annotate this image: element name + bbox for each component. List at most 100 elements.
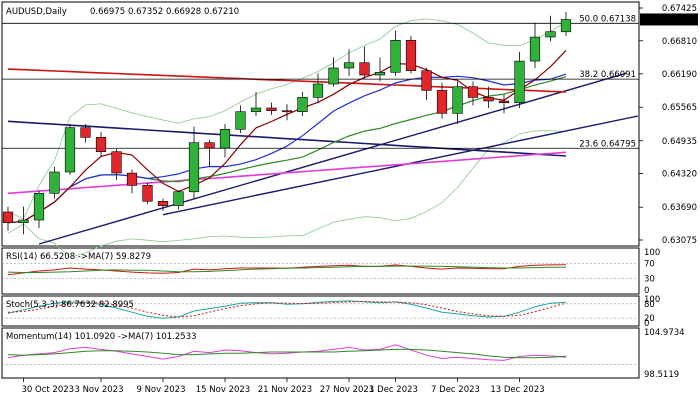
price-tick-label: 0.63690: [662, 203, 697, 213]
rsi-label: RSI(14) 66.5208 ->MA(7) 59.8279: [6, 252, 151, 262]
sma55-line: [7, 151, 567, 195]
sma200-line: [7, 120, 567, 157]
candle-up: [219, 129, 231, 149]
candle-up: [18, 219, 29, 224]
candles: [2, 12, 572, 235]
price-panel-frame: [1, 1, 640, 247]
candle-up: [452, 86, 463, 114]
stoch-label: Stoch(5,3,3) 86.7632 82.8995: [6, 300, 134, 310]
candle-down: [405, 39, 417, 71]
rsi-series-1: [7, 265, 567, 273]
bollinger-lower: [7, 130, 567, 258]
candle-down: [498, 100, 510, 103]
candle-down: [467, 86, 479, 98]
ohlc-low: 0.66928: [166, 7, 201, 17]
candle-up: [374, 72, 386, 76]
trendline-1: [38, 72, 627, 245]
price-axis: 0.67425 0.66810 0.66190 0.65565 0.64935 0.643…: [639, 4, 698, 246]
momentum-panel-frame: [1, 327, 640, 379]
date-axis: 30 Oct 2023 3 Nov 2023 9 Nov 2023 15 Nov 20…: [22, 378, 545, 395]
stoch-series-0: [7, 300, 567, 319]
bollinger-upper: [7, 18, 567, 220]
candle-up: [49, 171, 60, 194]
candle-up: [545, 31, 556, 38]
candle-down: [483, 97, 494, 102]
candle-up: [312, 83, 324, 98]
momentum-label: Momentum(14) 101.0920 ->MA(7) 101.2533: [6, 332, 196, 342]
current-price-marker: [640, 13, 698, 26]
stoch-tick-label: 0: [644, 319, 649, 329]
candle-up: [33, 193, 45, 221]
stoch-tick-label: 20: [644, 314, 655, 324]
symbol-label: AUDUSD,Daily: [6, 7, 67, 17]
date-tick-label: 21 Nov 2023: [258, 385, 312, 395]
candle-up: [297, 97, 308, 113]
candle-up: [514, 60, 525, 103]
ohlc-high: 0.67352: [128, 7, 163, 17]
date-tick-label: 9 Nov 2023: [136, 385, 185, 395]
candle-up: [328, 67, 339, 85]
candle-up: [390, 39, 401, 73]
candle-down: [266, 107, 277, 112]
stoch-panel-frame: [1, 295, 640, 327]
candle-up: [250, 107, 262, 113]
rsi-tick-label: 30: [644, 275, 655, 285]
candle-down: [95, 137, 107, 153]
stoch-series-1: [7, 300, 567, 318]
candle-down: [204, 142, 215, 149]
fib-label-1: 38.2 0.66091: [579, 70, 636, 80]
ohlc-open: 0.66975: [90, 7, 125, 17]
candle-up: [64, 127, 76, 173]
candle-down: [359, 62, 370, 76]
sma10-line: [7, 73, 567, 224]
stoch-lines: [2, 300, 639, 319]
momentum-axis: 104.9734 98.5119: [644, 328, 685, 380]
date-tick-label: 7 Dec 2023: [431, 385, 480, 395]
stoch-tick-label: 80: [644, 300, 655, 310]
candle-down: [142, 185, 153, 202]
candle-down: [281, 110, 293, 113]
price-tick-label: 0.64320: [662, 170, 697, 180]
price-tick-label: 0.66190: [662, 70, 697, 80]
momentum-series-0: [7, 344, 567, 361]
date-tick-label: 1 Dec 2023: [369, 385, 418, 395]
date-tick-label: 3 Nov 2023: [74, 385, 123, 395]
candle-down: [126, 172, 138, 186]
candle-down: [421, 70, 432, 91]
price-tick-label: 0.64935: [662, 137, 697, 147]
candle-down: [2, 211, 14, 223]
date-tick-label: 15 Nov 2023: [196, 385, 250, 395]
candle-up: [235, 111, 246, 130]
candle-up: [560, 19, 572, 33]
candle-down: [157, 201, 169, 206]
momentum-lines: [2, 344, 639, 365]
candle-down: [436, 90, 448, 114]
price-tick-label: 0.66810: [662, 37, 697, 47]
rsi-lines: [2, 263, 639, 279]
fib-label-2: 23.6 0.64795: [579, 139, 636, 149]
momentum-tick-label: 104.9734: [644, 328, 685, 338]
date-tick-label: 27 Nov 2023: [320, 385, 374, 395]
candle-down: [80, 127, 91, 138]
candle-down: [111, 151, 122, 174]
momentum-series-1: [7, 348, 567, 359]
rsi-tick-label: 0: [644, 286, 649, 296]
price-tick-label: 0.65565: [662, 103, 697, 113]
momentum-tick-label: 98.5119: [644, 370, 679, 380]
fibonacci-levels: 50.0 0.67138 38.2 0.66091 23.6 0.64795: [2, 14, 639, 149]
price-tick-label: 0.63075: [662, 236, 697, 246]
fib-label-0: 50.0 0.67138: [579, 14, 636, 24]
candle-up: [343, 62, 355, 69]
rsi-tick-label: 100: [644, 248, 660, 258]
date-tick-label: 30 Oct 2023: [22, 385, 75, 395]
current-price-label: 0.67210: [662, 15, 697, 25]
rsi-tick-label: 70: [644, 259, 655, 269]
stoch-tick-label: 100: [644, 295, 660, 305]
candle-up: [188, 142, 200, 193]
candle-up: [173, 191, 184, 206]
date-tick-label: 13 Dec 2023: [490, 385, 544, 395]
candle-up: [529, 36, 541, 62]
